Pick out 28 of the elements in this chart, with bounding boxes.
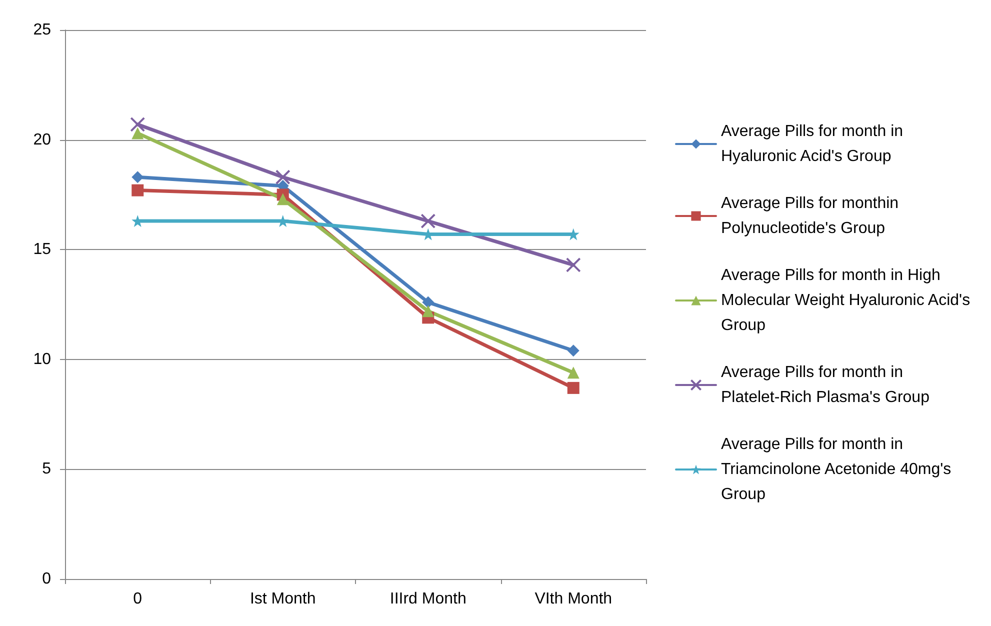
y-tick-label: 15 <box>33 241 52 258</box>
legend-label: Average Pills for month in Hyaluronic Acid's Group <box>721 123 908 165</box>
point <box>567 382 580 394</box>
y-tick-label: 0 <box>42 570 52 588</box>
y-tick-label: 5 <box>42 460 52 478</box>
point <box>422 305 434 318</box>
point <box>130 116 146 132</box>
point <box>132 171 144 184</box>
point <box>132 127 144 140</box>
point <box>276 193 289 206</box>
legend-label: Average Pills for monthin Polynucleotide's Group <box>721 195 904 237</box>
legend-label: Average Pills for month in Platelet-Rich Plasma's Group <box>721 364 930 406</box>
legend-label: Average Pills for month in Triamcinolone Acetonide 40mg's Group <box>721 436 956 503</box>
point <box>132 184 144 196</box>
point <box>566 257 581 272</box>
x-tick-label: 0 <box>133 590 142 608</box>
legend-label: Average Pills for month in High Molecular Weight Hyaluronic Acid's Group <box>721 267 975 334</box>
x-tick-label: Ist Month <box>250 590 316 608</box>
x-tick-label: IIIrd Month <box>390 590 466 608</box>
point <box>422 296 434 308</box>
point <box>567 344 580 357</box>
point <box>275 170 290 185</box>
y-tick-label: 10 <box>33 350 52 368</box>
point <box>567 366 580 379</box>
y-tick-label: 25 <box>33 22 52 38</box>
x-tick-label: VIth Month <box>534 590 612 608</box>
y-tick-label: 20 <box>33 131 52 148</box>
point <box>420 214 436 229</box>
